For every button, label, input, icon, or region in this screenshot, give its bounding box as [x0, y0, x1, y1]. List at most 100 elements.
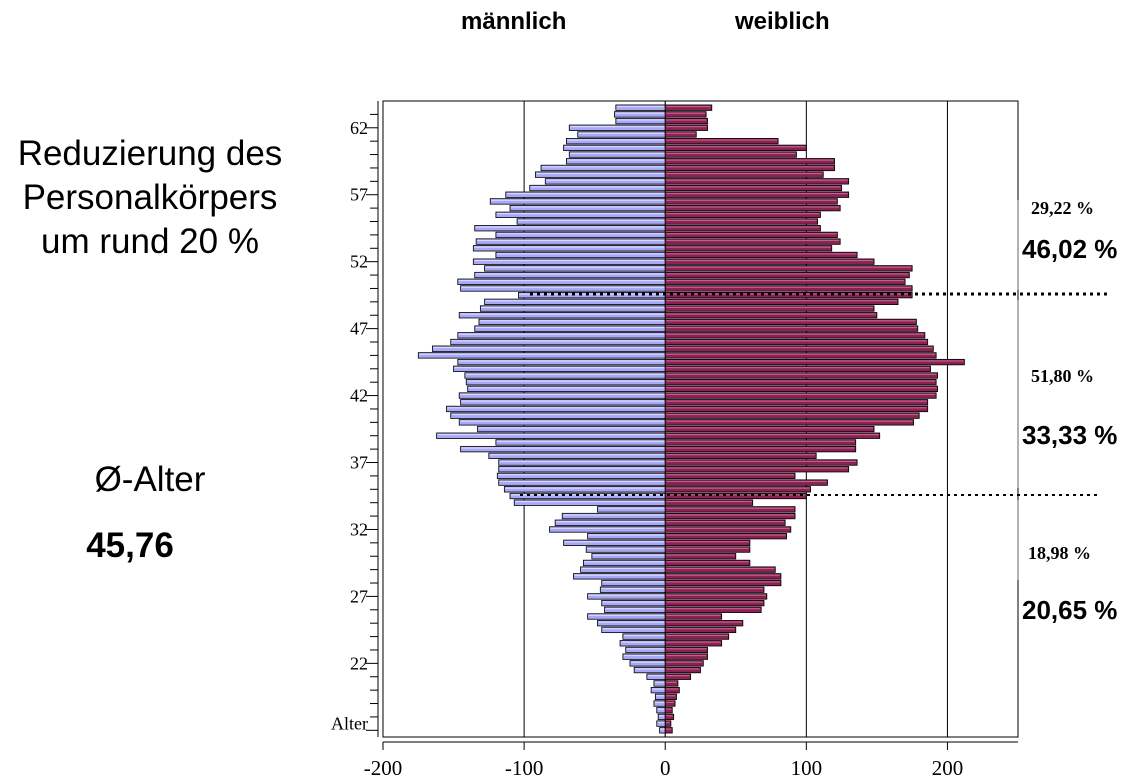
- male-bar-highlight: [567, 159, 665, 161]
- average-age-value: 45,76: [86, 526, 174, 565]
- reduction-text: Reduzierung des Personalkörpers um rund …: [0, 132, 300, 264]
- male-bar-highlight: [550, 527, 665, 529]
- male-bar: [601, 599, 666, 607]
- female-bar: [664, 573, 782, 580]
- female-bar: [664, 512, 796, 520]
- male-bar-highlight: [461, 447, 665, 449]
- female-bar-highlight: [666, 641, 721, 643]
- female-bar: [664, 318, 917, 326]
- female-bar-highlight: [666, 112, 706, 114]
- male-bar-highlight: [460, 420, 665, 422]
- female-bar: [664, 673, 692, 680]
- male-bar-highlight: [659, 715, 665, 717]
- average-age-label: Ø-Alter: [94, 460, 206, 499]
- male-bar-highlight: [598, 507, 665, 509]
- male-bar-highlight: [496, 233, 665, 235]
- male-bar-highlight: [621, 641, 665, 643]
- female-bar-highlight: [666, 487, 810, 489]
- male-bar-highlight: [475, 226, 665, 228]
- female-bar-highlight: [666, 179, 848, 181]
- male-bar-highlight: [592, 554, 665, 556]
- male-bar-highlight: [605, 608, 665, 610]
- female-bar: [664, 117, 708, 125]
- reduction-line-2: Personalkörpers: [22, 178, 278, 217]
- female-bar: [664, 258, 875, 265]
- female-bar: [664, 345, 934, 352]
- male-bar-highlight: [647, 675, 665, 677]
- male-bar: [457, 332, 666, 339]
- female-bar: [664, 392, 937, 399]
- female-bar-highlight: [666, 172, 823, 175]
- female-bar: [664, 104, 713, 111]
- female-bar: [664, 452, 817, 459]
- female-bar-highlight: [666, 587, 763, 590]
- male-bar: [503, 486, 666, 493]
- x-tick-label: -100: [505, 756, 544, 780]
- male-bar-highlight: [601, 587, 665, 590]
- male-bar-highlight: [588, 614, 665, 616]
- female-bar-highlight: [666, 561, 749, 563]
- female-bar: [664, 365, 931, 372]
- female-bar-highlight: [666, 701, 675, 703]
- x-tick-label: 100: [791, 756, 823, 780]
- female-bar: [664, 325, 919, 332]
- male-bar: [460, 399, 666, 406]
- female-bar-highlight: [666, 126, 707, 128]
- male-bar-highlight: [506, 192, 665, 195]
- female-bar-highlight: [666, 246, 831, 248]
- female-bar-highlight: [666, 721, 670, 724]
- male-bar: [474, 225, 666, 232]
- male-bar: [496, 472, 666, 480]
- female-bar: [664, 693, 677, 700]
- male-bar-highlight: [616, 105, 665, 108]
- male-bar-highlight: [499, 467, 665, 469]
- female-bar-highlight: [666, 728, 672, 730]
- y-axis: Alter 22 27 32 37 42 47 52 57 62: [331, 101, 379, 737]
- male-bar-highlight: [602, 581, 665, 583]
- x-tick-label: 0: [660, 756, 671, 780]
- male-bar: [599, 586, 666, 593]
- y-tick-label: 32: [350, 519, 368, 539]
- female-bar-highlight: [666, 387, 937, 389]
- male-bar: [472, 258, 666, 265]
- male-bar: [450, 412, 666, 419]
- female-bar-highlight: [666, 400, 927, 402]
- female-bar-highlight: [666, 467, 848, 469]
- male-bar: [478, 318, 666, 326]
- male-bar: [597, 620, 666, 627]
- lower-small-percent: 18,98 %: [1028, 543, 1091, 563]
- male-bar-highlight: [587, 547, 665, 550]
- male-bar-highlight: [654, 701, 665, 703]
- male-bar-highlight: [654, 681, 665, 683]
- male-bar: [477, 425, 666, 433]
- female-bar-highlight: [666, 380, 936, 382]
- female-bar: [664, 553, 737, 560]
- female-bar-highlight: [666, 300, 898, 302]
- male-bar-highlight: [485, 266, 665, 268]
- lower-big-percent: 20,65 %: [1022, 595, 1118, 625]
- male-bar-highlight: [578, 132, 665, 134]
- male-bar-highlight: [498, 474, 665, 476]
- male-bar: [460, 445, 666, 453]
- male-bar-highlight: [475, 326, 665, 329]
- male-bar: [457, 278, 666, 285]
- female-bar-highlight: [666, 199, 837, 201]
- female-bar: [664, 439, 857, 446]
- male-bar: [431, 345, 666, 352]
- female-bar-highlight: [666, 460, 857, 462]
- male-bar-highlight: [465, 373, 665, 375]
- male-bar-highlight: [489, 454, 665, 456]
- male-bar: [554, 519, 666, 526]
- female-bar-highlight: [666, 346, 933, 349]
- male-bar: [622, 653, 666, 660]
- x-axis: -200 -100 0 100 200: [364, 741, 1018, 780]
- male-bar-highlight: [536, 172, 665, 175]
- male-bar: [601, 579, 666, 587]
- female-bar-highlight: [666, 233, 837, 235]
- male-bar: [484, 298, 666, 305]
- female-bar: [664, 385, 938, 393]
- male-bar: [656, 707, 666, 714]
- female-bar-highlight: [666, 306, 874, 308]
- female-bar: [664, 211, 821, 218]
- female-bar-highlight: [666, 715, 673, 717]
